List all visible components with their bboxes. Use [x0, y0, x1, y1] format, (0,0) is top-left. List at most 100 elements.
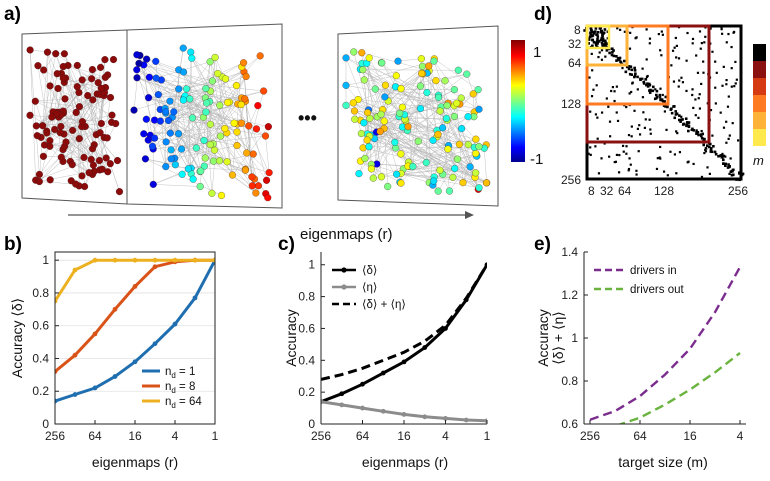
network-node [217, 133, 224, 140]
network-node [262, 133, 269, 140]
network-node [476, 143, 483, 150]
network-node [62, 95, 69, 102]
matrix-dot [686, 32, 688, 34]
matrix-dot [630, 65, 633, 68]
matrix-dot [663, 171, 665, 173]
matrix-dot [704, 149, 706, 151]
matrix-dot [662, 100, 664, 102]
network-node [69, 127, 76, 134]
matrix-dot [617, 120, 619, 122]
matrix-colorbar-swatch [753, 44, 766, 61]
network-node [76, 103, 83, 110]
network-node [142, 155, 149, 162]
matrix-dot [625, 145, 627, 147]
matrix-dot [596, 42, 599, 45]
network-node [203, 100, 210, 107]
network-node [79, 173, 86, 180]
matrix-dot [711, 150, 714, 153]
network-node [47, 176, 54, 183]
matrix-dot [643, 82, 646, 85]
network-node [39, 122, 46, 129]
matrix-dot [609, 135, 611, 137]
network-node [216, 102, 223, 109]
chart-e-ylabel: Accuracy [535, 309, 551, 367]
matrix-dot [685, 125, 687, 127]
matrix-dot [697, 117, 699, 119]
matrix-dot [631, 125, 633, 127]
matrix-dot [732, 122, 734, 124]
network-node [209, 78, 216, 85]
matrix-dot [674, 110, 677, 113]
network-node [240, 59, 247, 66]
matrix-colorbar-swatch [753, 61, 766, 78]
chart-c-point [381, 371, 386, 376]
network-node [370, 175, 377, 182]
network-node [76, 135, 83, 142]
network-node [456, 141, 463, 148]
matrix-dot [608, 156, 610, 158]
network-node [451, 113, 458, 120]
legend-eq-8: = 8 [176, 381, 196, 393]
matrix-dot [726, 41, 728, 43]
chart-b-point [173, 258, 178, 263]
matrix-dot [641, 78, 643, 80]
network-node [165, 117, 172, 124]
legend-label-1: drivers out [630, 284, 684, 296]
network-node [107, 160, 114, 167]
matrix-dot [628, 169, 630, 171]
matrix-dot [634, 69, 637, 72]
legend-marker [341, 267, 346, 272]
matrix-dot [629, 92, 631, 94]
network-node [399, 104, 406, 111]
chart-b-point [93, 258, 98, 263]
chart-c-ytick-label: 1 [308, 258, 315, 272]
matrix-dot [649, 38, 651, 40]
matrix-dot [674, 153, 676, 155]
matrix-dot [600, 39, 603, 42]
matrix-dot [608, 52, 611, 55]
network-node [32, 98, 39, 105]
chart-b-ytick-label: 0.4 [32, 351, 49, 365]
network-node [75, 89, 82, 96]
network-node [52, 50, 59, 57]
network-node [372, 86, 379, 93]
chart-b-point [73, 268, 78, 273]
matrix-dot [591, 69, 593, 71]
matrix-dot [603, 44, 605, 46]
network-node [358, 49, 365, 56]
chart-c-xtick-label: 64 [356, 429, 370, 443]
matrix-dot [687, 130, 690, 133]
network-node [153, 75, 160, 82]
matrix-dot [646, 28, 648, 30]
matrix-dot [711, 51, 713, 53]
panel-label-b: b) [4, 234, 22, 255]
network-node [431, 58, 438, 65]
chart-b-ytick-label: 0.6 [32, 319, 49, 333]
network-node [58, 154, 65, 161]
network-node [366, 55, 373, 62]
chart-b-ytick-label: 0.2 [32, 384, 49, 398]
matrix-dot [636, 36, 638, 38]
matrix-dot [631, 69, 634, 72]
network-node [229, 172, 236, 179]
network-node [439, 124, 446, 131]
chart-c-point [422, 345, 427, 350]
matrix-dot [619, 29, 621, 31]
chart-b-point [93, 332, 98, 337]
matrix-dot [618, 154, 620, 156]
matrix-dot [613, 90, 615, 92]
matrix-dot [732, 169, 734, 171]
network-node [81, 154, 88, 161]
matrix-dot [697, 72, 699, 74]
network-node [162, 163, 169, 170]
network-node [419, 63, 426, 70]
matrix-colorbar-swatch [753, 78, 766, 95]
network-node [208, 190, 215, 197]
matrix-dot [601, 33, 604, 36]
chart-b-point [193, 295, 198, 300]
matrix-dot [642, 111, 644, 113]
network-node [393, 72, 400, 79]
matrix-dot [649, 119, 651, 121]
network-node [188, 55, 195, 62]
network-node [449, 174, 456, 181]
